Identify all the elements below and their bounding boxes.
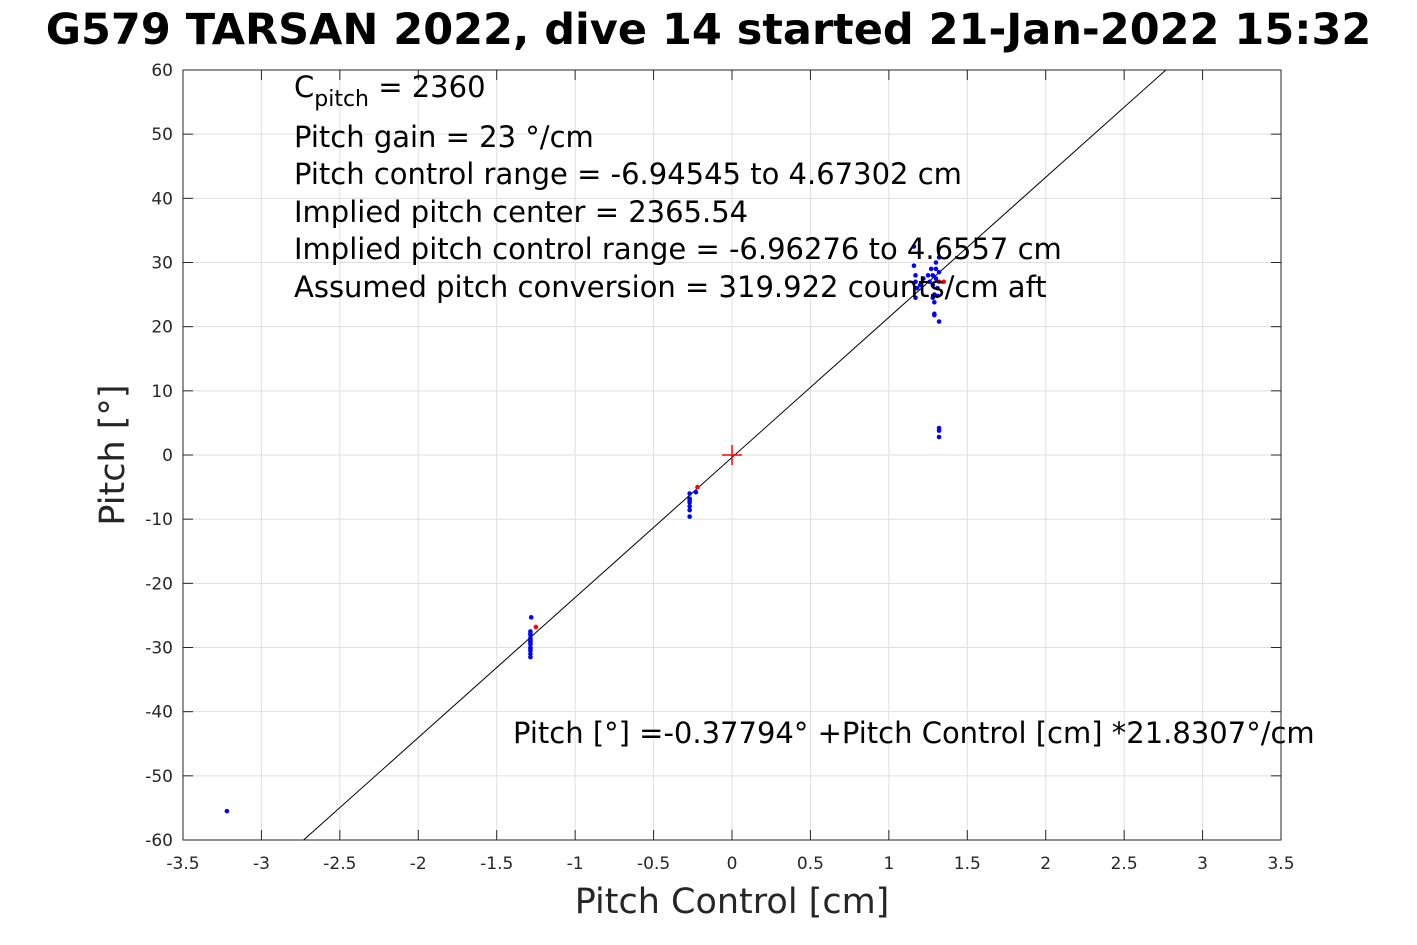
- y-tick-label: -40: [145, 703, 173, 723]
- y-axis-label: Pitch [°]: [93, 384, 133, 525]
- data-point-blue: [687, 507, 692, 513]
- data-point-blue: [935, 293, 940, 299]
- y-tick-label: 10: [151, 382, 173, 402]
- center-marker-group: [722, 445, 742, 465]
- data-point-blue: [917, 282, 923, 288]
- y-tick-labels: -60 -50 -40 -30 -20 -10 0 10 20 30 40 50 60: [145, 61, 173, 851]
- data-point-blue: [925, 273, 931, 278]
- data-point-blue: [921, 276, 926, 281]
- x-tick-label: -0.5: [637, 854, 670, 874]
- x-tick-label: -1.5: [480, 854, 513, 874]
- data-point-blue: [528, 646, 533, 652]
- y-tick-label: 20: [151, 318, 173, 338]
- y-tick-label: -20: [145, 574, 173, 594]
- data-point-blue: [687, 514, 692, 519]
- annot-cpitch: Cpitch = 2360: [294, 70, 486, 112]
- x-tick-label: 0: [727, 854, 738, 874]
- x-tick-label: -3.5: [166, 854, 199, 874]
- data-point-red: [533, 624, 539, 630]
- data-point-red: [695, 484, 700, 490]
- y-tick-label: -10: [145, 510, 173, 530]
- y-tick-label: 0: [162, 446, 173, 466]
- x-tick-label: 2.5: [1111, 854, 1138, 874]
- x-tick-label: 2: [1040, 854, 1051, 874]
- data-point-blue: [928, 266, 934, 272]
- annot-cpitch-value: = 2360: [369, 70, 486, 104]
- x-tick-label: 3: [1197, 854, 1208, 874]
- data-point-red: [941, 279, 947, 285]
- data-point-blue: [932, 299, 937, 305]
- y-tick-label: 60: [151, 61, 173, 81]
- axis-ticks: [182, 69, 1282, 841]
- data-point-blue: [936, 428, 942, 433]
- data-point-blue: [932, 312, 937, 318]
- data-point-blue: [224, 808, 230, 814]
- data-point-blue: [687, 498, 692, 503]
- data-point-blue: [936, 434, 942, 440]
- data-point-blue: [936, 319, 942, 324]
- y-tick-label: -60: [145, 831, 173, 851]
- x-tick-label: 1: [883, 854, 894, 874]
- data-point-blue: [911, 263, 917, 269]
- y-tick-label: -50: [145, 767, 173, 787]
- annot-cpitch-sub: pitch: [314, 87, 369, 112]
- data-points: [224, 244, 947, 814]
- data-point-blue: [933, 276, 939, 281]
- data-point-blue: [930, 282, 936, 288]
- x-axis-label: Pitch Control [cm]: [575, 882, 890, 922]
- x-tick-labels: -3.5 -3 -2.5 -2 -1.5 -1 -0.5 0 0.5 1 1.5 2 2.5 3 3.5: [166, 854, 1294, 874]
- x-tick-label: -2: [410, 854, 427, 874]
- annot-pitch-gain: Pitch gain = 23 °/cm: [294, 120, 594, 154]
- data-point-blue: [930, 273, 936, 278]
- data-point-blue: [687, 491, 692, 496]
- x-tick-label: -1: [567, 854, 584, 874]
- data-point-blue: [913, 279, 918, 285]
- chart-title: G579 TARSAN 2022, dive 14 started 21-Jan…: [45, 5, 1372, 55]
- data-point-blue: [933, 266, 939, 272]
- y-tick-label: -30: [145, 639, 173, 659]
- annot-implied-range: Implied pitch control range = -6.96276 t…: [294, 232, 1062, 266]
- data-point-blue: [913, 295, 918, 301]
- data-point-blue: [528, 631, 533, 636]
- data-point-blue: [914, 285, 920, 291]
- x-tick-label: 3.5: [1267, 854, 1294, 874]
- annotation-block: Cpitch = 2360 Pitch gain = 23 °/cm Pitch…: [294, 70, 1315, 750]
- x-tick-label: -2.5: [323, 854, 356, 874]
- data-point-blue: [528, 651, 533, 657]
- y-tick-label: 50: [151, 125, 173, 145]
- data-point-blue: [930, 295, 936, 301]
- data-point-blue: [933, 260, 939, 265]
- data-point-blue: [693, 489, 699, 495]
- data-point-blue: [913, 273, 918, 278]
- data-point-blue: [528, 615, 534, 620]
- data-point-blue: [528, 654, 533, 660]
- x-tick-label: 1.5: [954, 854, 981, 874]
- data-point-blue: [927, 279, 932, 285]
- x-tick-label: 0.5: [797, 854, 824, 874]
- data-point-blue: [936, 255, 942, 260]
- annot-implied-center: Implied pitch center = 2365.54: [294, 195, 748, 229]
- data-point-blue: [936, 269, 942, 275]
- annot-cpitch-base: C: [294, 70, 314, 104]
- data-point-blue: [935, 285, 940, 291]
- x-tick-label: -3: [253, 854, 270, 874]
- annot-conversion: Assumed pitch conversion = 319.922 count…: [294, 270, 1047, 304]
- data-point-blue: [911, 244, 917, 249]
- y-tick-label: 40: [151, 189, 173, 209]
- data-point-blue: [687, 504, 692, 509]
- annot-fit-equation: Pitch [°] =-0.37794° +Pitch Control [cm]…: [513, 716, 1315, 750]
- y-tick-label: 30: [151, 254, 173, 274]
- data-point-red: [936, 279, 942, 285]
- data-point-blue: [528, 637, 533, 643]
- annot-control-range: Pitch control range = -6.94545 to 4.6730…: [294, 157, 962, 191]
